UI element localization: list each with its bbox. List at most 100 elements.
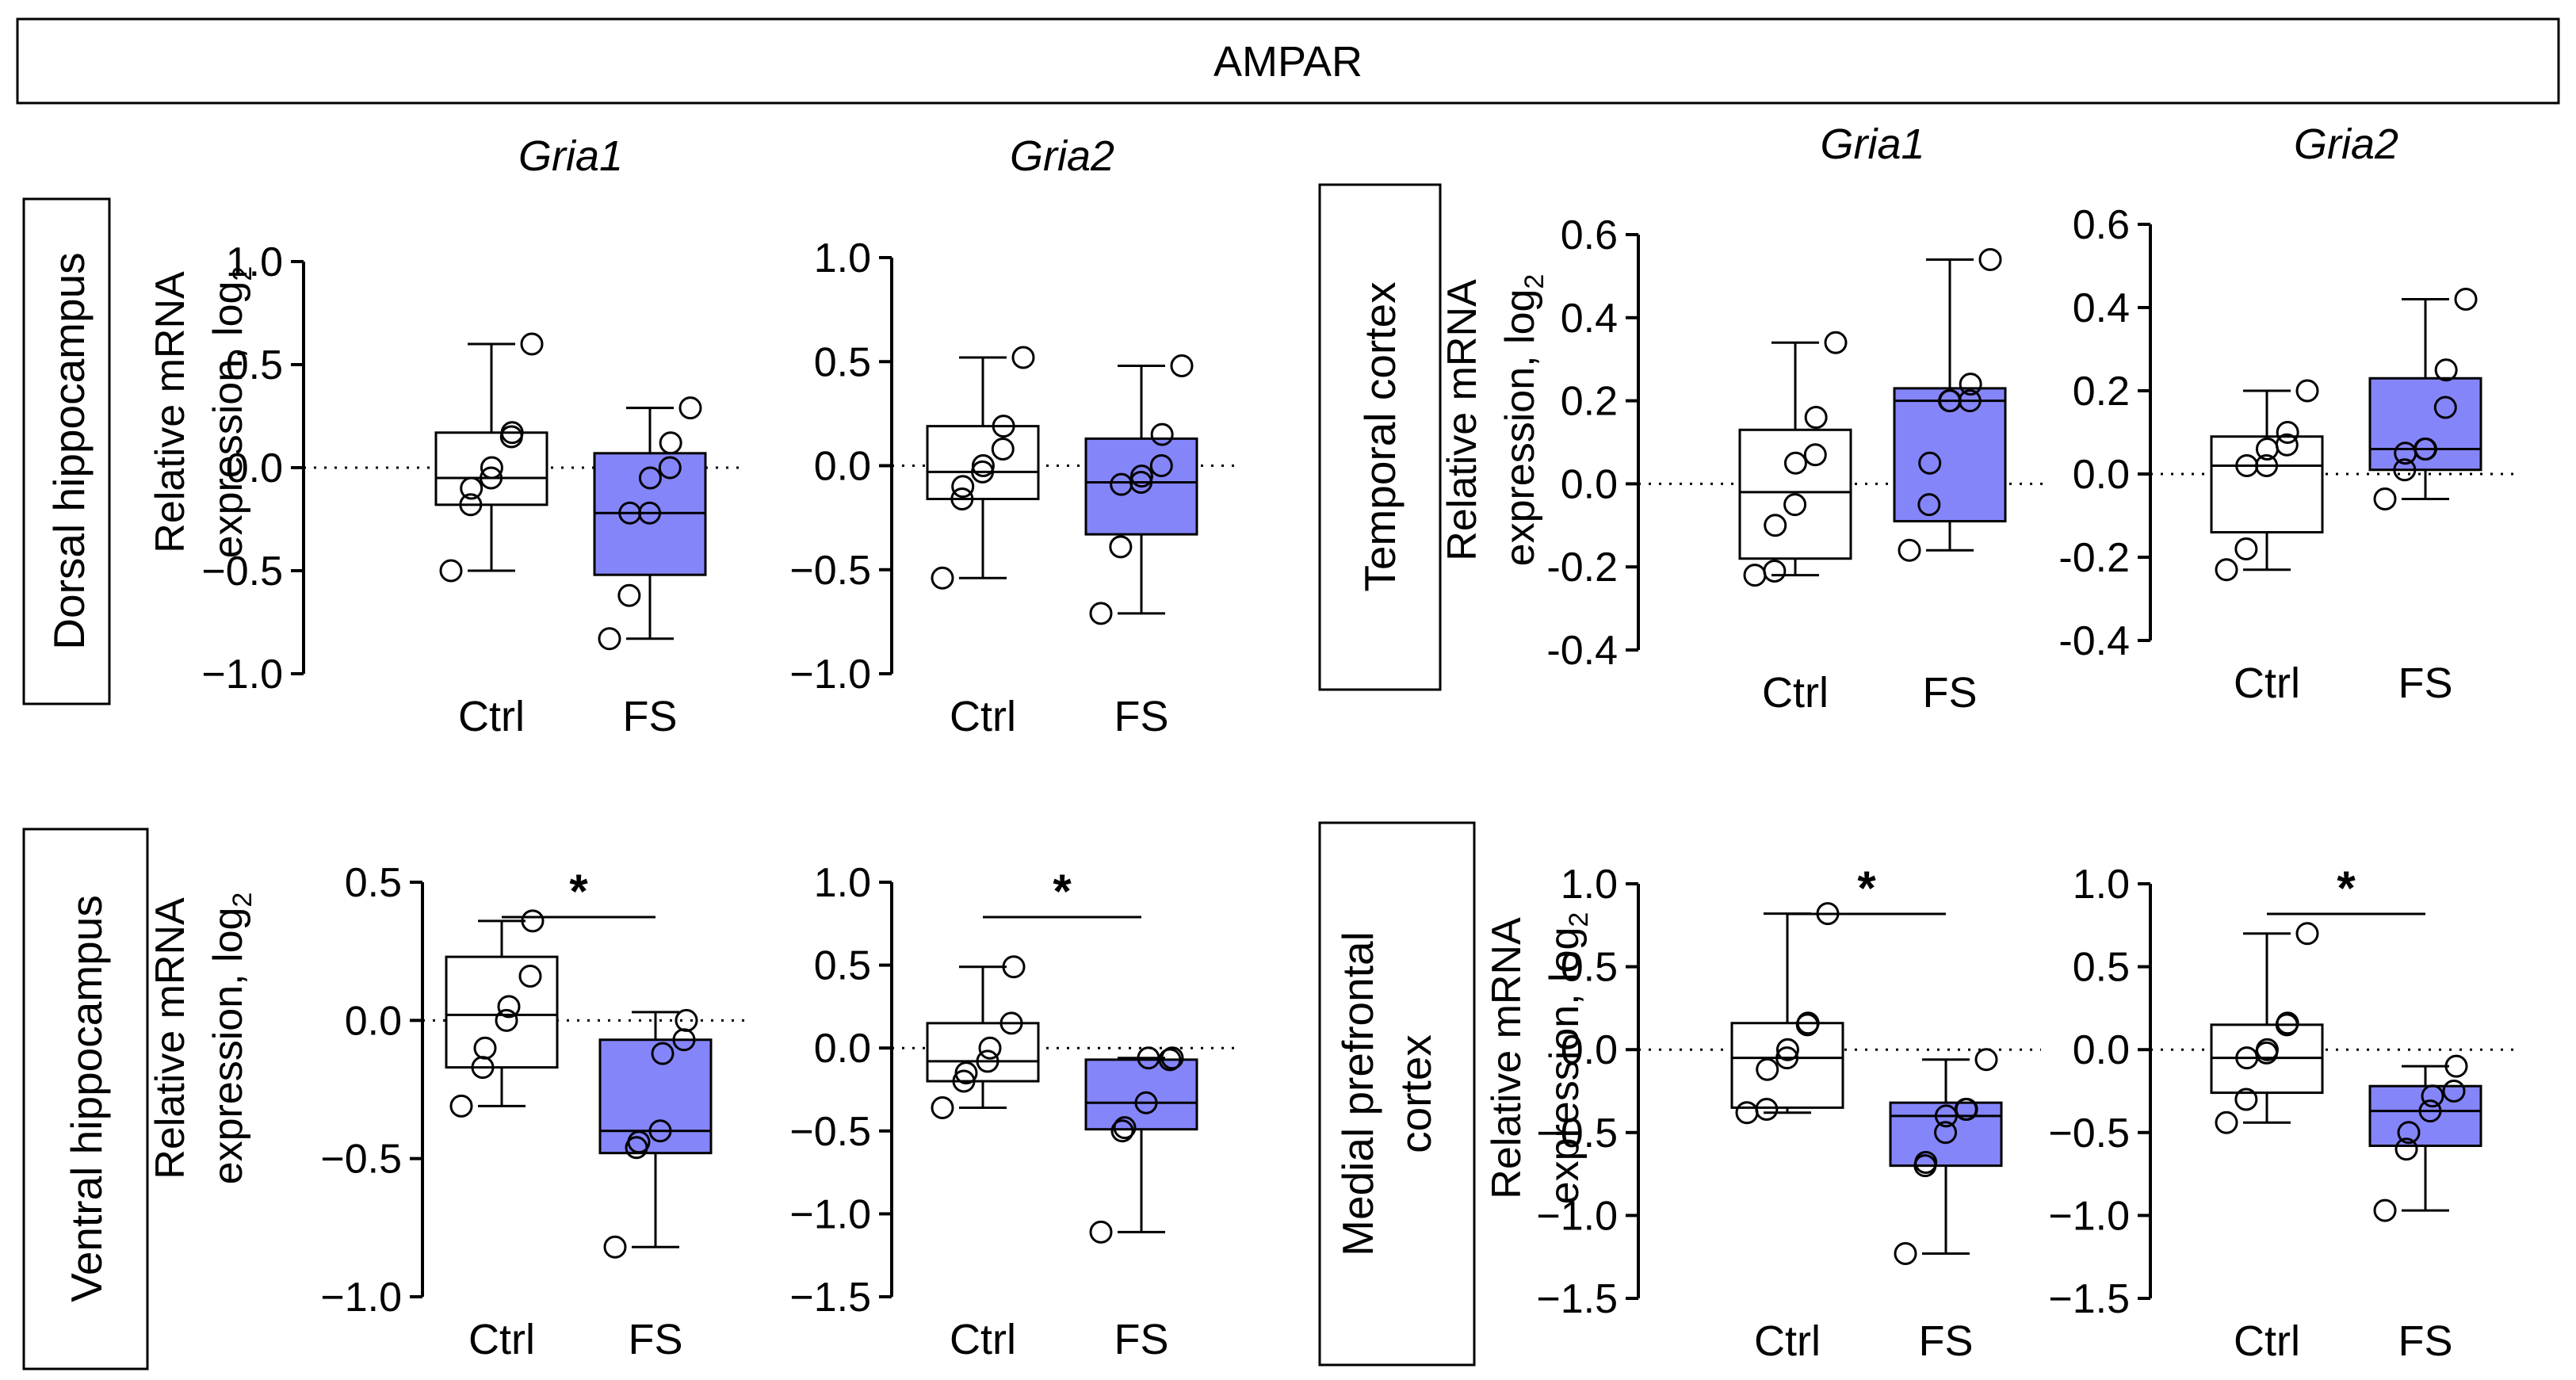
data-point: [1158, 1048, 1182, 1072]
box-iqr: [1893, 387, 2007, 523]
data-point: [1756, 1057, 1779, 1081]
y-tick-label: −0.5: [2048, 1110, 2130, 1156]
data-point: [1803, 443, 1827, 467]
y-tick-label: 0.0: [345, 998, 402, 1044]
y-tick-label: 0.0: [814, 1026, 871, 1072]
y-tick-label: 0.5: [814, 943, 871, 989]
data-point: [2234, 1088, 2258, 1111]
data-point: [2373, 1198, 2397, 1222]
y-tick-label: 0.0: [2073, 1027, 2130, 1073]
data-point: [1918, 451, 1942, 475]
data-point: [2442, 1080, 2466, 1103]
data-point: [1917, 493, 1941, 517]
x-category-label: Ctrl: [458, 693, 525, 740]
y-tick-label: 0.0: [226, 445, 283, 491]
data-point: [1113, 1116, 1137, 1140]
data-point: [1783, 493, 1807, 517]
data-point: [1109, 535, 1133, 559]
significance-marker: *: [569, 865, 588, 918]
y-tick-label: 0.5: [345, 860, 402, 906]
y-tick-label: 0.6: [1561, 212, 1618, 258]
y-tick-label: 0.5: [226, 342, 283, 388]
y-tick-label: 0.0: [1561, 461, 1618, 507]
data-point: [1089, 1220, 1113, 1244]
box-iqr: [2210, 435, 2324, 533]
y-tick-label: 0.0: [814, 444, 871, 490]
panel-temporal-gria2: Gria2 -0.4 -0.2 0.0 0.2 0.4 0.6 Ctrl FS: [2058, 120, 2521, 707]
ylabel-line1: Relative mRNA: [147, 897, 193, 1179]
y-tick-label: 0.2: [1561, 379, 1618, 425]
x-category-label: Ctrl: [950, 1316, 1016, 1363]
data-point: [2276, 421, 2299, 444]
data-point: [1955, 1098, 1978, 1122]
data-point: [617, 583, 641, 607]
data-point: [2275, 433, 2299, 457]
y-tick-label: −1.0: [1536, 1193, 1618, 1239]
x-category-label: FS: [1918, 1317, 1973, 1365]
ylabel-line2: expression, log2: [1542, 912, 1594, 1205]
region-label-medial-line1: Medial prefrontal: [1333, 931, 1382, 1256]
data-point: [931, 566, 954, 590]
y-tick-label: −1.5: [1536, 1276, 1618, 1322]
data-point: [598, 627, 621, 651]
data-point: [1898, 538, 1921, 562]
series-fs: [1084, 354, 1198, 625]
x-category-label: FS: [2398, 1317, 2452, 1365]
y-tick-label: −1.0: [2048, 1193, 2130, 1239]
data-point: [992, 415, 1015, 438]
data-point: [1783, 451, 1807, 475]
data-point: [1743, 564, 1767, 587]
y-tick-label: 0.4: [2073, 285, 2130, 331]
ylabel-ventral: Relative mRNA expression, log2: [147, 893, 258, 1185]
data-point: [500, 421, 524, 445]
data-point: [978, 1036, 1002, 1060]
data-point: [954, 1061, 978, 1085]
data-point: [1958, 389, 1982, 413]
ylabel-line2: expression, log2: [205, 266, 258, 559]
data-point: [518, 965, 542, 988]
y-tick-label: −0.5: [789, 1109, 871, 1155]
data-point: [1959, 373, 1982, 396]
data-point: [2418, 1099, 2442, 1123]
x-category-label: Ctrl: [950, 693, 1016, 740]
significance-marker: *: [1857, 862, 1876, 915]
region-box-dorsal: Dorsal hippocampus: [22, 197, 111, 705]
data-point: [473, 1036, 497, 1060]
y-tick-label: -0.2: [2058, 535, 2130, 581]
y-tick-label: -0.4: [1546, 628, 1618, 674]
box-iqr: [1084, 1058, 1198, 1131]
data-point: [1755, 1098, 1779, 1122]
series-ctrl: [1730, 902, 1844, 1125]
data-point: [658, 456, 682, 480]
y-tick-label: 1.0: [814, 860, 871, 906]
series-fs: [593, 396, 707, 651]
x-category-label: Ctrl: [2234, 1317, 2300, 1365]
y-tick-label: 0.5: [1561, 945, 1618, 991]
y-tick-label: 1.0: [814, 235, 871, 281]
data-point: [480, 466, 503, 490]
panel-dorsal-gria2: Gria2 −1.0 −0.5 0.0 0.5 1.0 Ctrl FS: [789, 132, 1236, 740]
data-point: [1170, 354, 1194, 377]
y-tick-label: 1.0: [226, 239, 283, 285]
y-tick-label: −1.5: [789, 1275, 871, 1321]
data-point: [2215, 558, 2238, 582]
region-label-medial-line2: cortex: [1391, 1034, 1440, 1153]
data-point: [1110, 1119, 1134, 1143]
significance-marker: *: [1053, 865, 1072, 918]
data-point: [976, 1049, 999, 1073]
data-point: [1824, 331, 1848, 354]
data-point: [659, 431, 682, 455]
data-point: [2434, 358, 2458, 382]
data-point: [2255, 454, 2279, 477]
series-ctrl: [926, 955, 1040, 1120]
significance-marker: *: [2337, 862, 2356, 915]
data-point: [2234, 537, 2258, 560]
data-point: [991, 438, 1015, 461]
panel-title: Gria2: [2294, 120, 2398, 168]
data-point: [651, 1042, 675, 1065]
data-point: [2276, 1011, 2299, 1035]
data-point: [1149, 454, 1173, 477]
data-point: [2421, 1084, 2444, 1108]
x-category-label: Ctrl: [468, 1316, 535, 1363]
data-point: [638, 466, 662, 490]
